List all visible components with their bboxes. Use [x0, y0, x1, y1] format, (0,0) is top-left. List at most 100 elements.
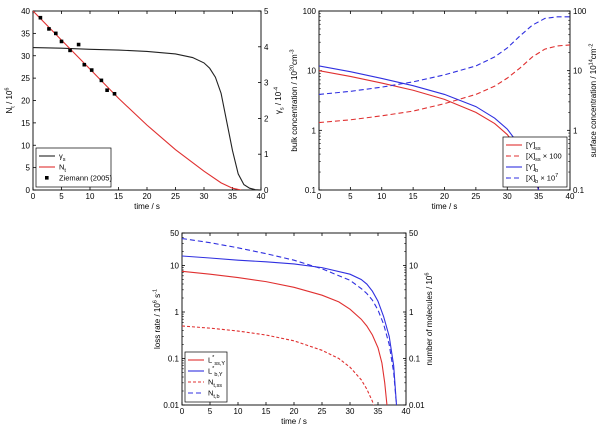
x-tick-label: 40	[402, 407, 411, 416]
y-axis-label: bulk concentration / 1020cm-3	[290, 49, 300, 151]
legend-marker	[45, 176, 49, 180]
y-tick-label: 10	[170, 262, 179, 271]
legend-label: [X]b × 107	[526, 173, 558, 185]
data-point	[59, 39, 64, 44]
series-line-1	[319, 44, 570, 124]
series-line-2	[182, 325, 375, 405]
legend-label: L*b,Y	[208, 366, 223, 378]
y2-axis-label: γs / 10-4	[274, 87, 286, 114]
x-tick-label: 35	[534, 192, 543, 201]
x-tick-label: 0	[31, 192, 36, 201]
x-tick-label: 5	[348, 192, 353, 201]
y2-tick-label: 0.1	[409, 355, 421, 364]
y2-tick-label: 4	[264, 43, 269, 52]
y-axis-label: Nt / 106	[5, 88, 17, 114]
x-tick-label: 0	[317, 192, 322, 201]
series-line-0	[33, 46, 261, 190]
y2-tick-label: 3	[264, 79, 269, 88]
y-tick-label: 10	[21, 141, 30, 150]
y2-tick-label: 0	[264, 186, 269, 195]
data-point	[68, 48, 72, 53]
legend: [Y]ss[X]ss × 100[Y]b[X]b × 107	[502, 136, 568, 188]
y-tick-label: 50	[170, 229, 179, 238]
y-tick-label: 1	[312, 126, 317, 135]
legend-label: [Y]ss	[526, 141, 541, 153]
legend-label: [Y]b	[526, 163, 538, 175]
data-point	[112, 91, 117, 96]
y-tick-label: 1	[175, 308, 180, 317]
y-tick-label: 5	[26, 164, 31, 173]
x-tick-label: 35	[374, 407, 383, 416]
y2-tick-label: 0.01	[409, 401, 425, 410]
data-point	[89, 68, 94, 72]
x-tick-label: 30	[503, 192, 512, 201]
x-tick-label: 10	[377, 192, 386, 201]
y-tick-label: 30	[21, 52, 30, 61]
y-tick-label: 100	[303, 7, 317, 16]
data-point	[38, 15, 43, 20]
y-tick-label: 10	[307, 67, 316, 76]
legend-label: Ziemann (2005)	[59, 174, 112, 183]
x-tick-label: 20	[440, 192, 449, 201]
x-tick-label: 30	[200, 192, 209, 201]
x-tick-label: 15	[114, 192, 123, 201]
data-point	[82, 62, 87, 67]
series-line-3	[182, 237, 398, 405]
data-point	[99, 78, 104, 83]
x-tick-label: 30	[346, 407, 355, 416]
series-line-3	[319, 16, 570, 95]
y2-tick-label: 1	[573, 126, 578, 135]
x-tick-label: 15	[409, 192, 418, 201]
series-line-1	[182, 255, 398, 405]
x-tick-label: 40	[257, 192, 266, 201]
x-tick-label: 10	[86, 192, 95, 201]
series-group	[33, 11, 261, 190]
x-axis-label: time / s	[134, 202, 160, 211]
y-tick-label: 35	[21, 29, 30, 38]
series-line-0	[182, 270, 388, 405]
y2-tick-label: 1	[409, 308, 414, 317]
y2-tick-label: 5	[264, 7, 269, 16]
x-tick-label: 10	[234, 407, 243, 416]
series-group	[182, 237, 398, 405]
y-axis-label: loss rate / 106 s-1	[153, 289, 163, 349]
legend-label: γs	[59, 152, 66, 164]
data-point	[105, 88, 109, 93]
y2-tick-label: 10	[409, 262, 418, 271]
y-tick-label: 0.1	[168, 355, 180, 364]
y2-axis-label: surface concentration / 1014cm-2	[589, 44, 599, 158]
y2-tick-label: 2	[264, 114, 269, 123]
chart-panel_a: 0 5 10 15 20 25 30 35 400510152025303540012345ti…	[5, 7, 286, 211]
y-tick-label: 0.01	[163, 401, 179, 410]
y2-tick-label: 100	[573, 7, 587, 16]
y2-tick-label: 0.1	[573, 186, 585, 195]
series-line-1	[33, 11, 242, 190]
x-tick-label: 15	[262, 407, 271, 416]
legend-label: [X]ss × 100	[526, 152, 562, 164]
legend-label: Nt,ss	[208, 378, 222, 390]
y-tick-label: 15	[21, 119, 30, 128]
x-tick-label: 20	[290, 407, 299, 416]
legend-label: Nt,b	[208, 389, 220, 401]
x-tick-label: 20	[143, 192, 152, 201]
x-tick-label: 5	[59, 192, 64, 201]
data-point	[54, 31, 58, 36]
y2-axis-label: number of molecules / 106	[425, 273, 435, 366]
chart-panel_c: 0 5 10 15 20 25 30 35 400.010.1110500.010.111050…	[153, 229, 435, 426]
x-tick-label: 35	[228, 192, 237, 201]
data-point	[47, 27, 51, 31]
y-tick-label: 20	[21, 97, 30, 106]
y2-tick-label: 10	[573, 67, 582, 76]
y-tick-label: 40	[21, 7, 30, 16]
y2-tick-label: 50	[409, 229, 418, 238]
x-tick-label: 0	[180, 407, 185, 416]
x-tick-label: 25	[318, 407, 327, 416]
y-tick-label: 0.1	[305, 186, 317, 195]
x-tick-label: 5	[208, 407, 213, 416]
legend-label: L*ss,Y	[208, 355, 225, 367]
x-tick-label: 25	[471, 192, 480, 201]
y2-tick-label: 1	[264, 150, 269, 159]
